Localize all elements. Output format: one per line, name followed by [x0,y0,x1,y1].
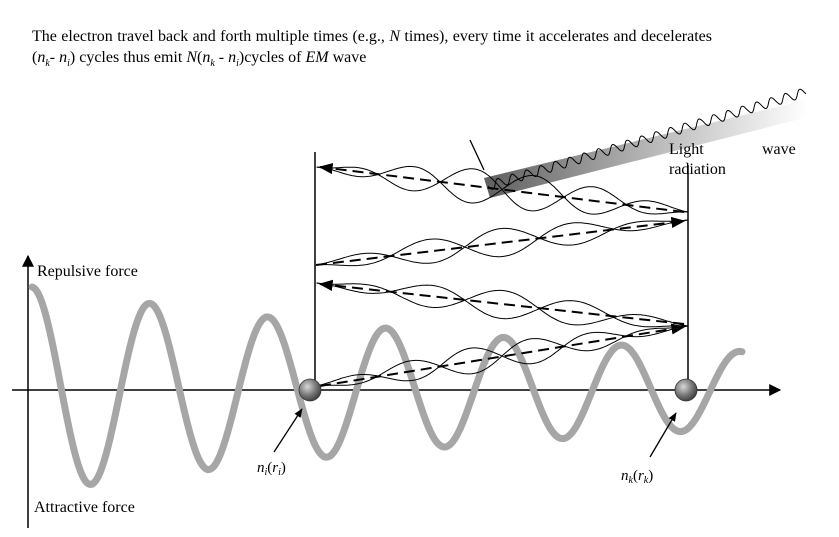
point-label-left: ni(ri) [257,460,286,478]
repulsive-force-label: Repulsive force [37,263,138,280]
thin-wave-3-lower [315,219,688,266]
beam-pointer-line [469,139,485,171]
dashed-path-1 [319,323,686,387]
radiation-label: radiation [669,161,726,178]
wave-label: wave [762,141,796,158]
dashed-path-3 [315,216,686,266]
attractive-force-label: Attractive force [34,499,135,516]
beam-wave [487,88,807,190]
point-label-right: nk(rk) [621,468,653,486]
electron-right [674,378,698,402]
dashed-path-group [315,162,686,387]
thin-wave-2-lower [316,282,689,328]
potential-wave [28,283,746,488]
dashed-path-4 [318,162,685,213]
thin-wave-2-upper [316,282,689,327]
pointer-arrow-left [273,408,303,453]
light-beam [484,100,808,198]
thin-wave-3-upper [315,219,688,267]
pointer-arrow-right [649,412,677,458]
electron-left [298,378,322,402]
caption-text: The electron travel back and forth multi… [32,28,712,70]
dashed-path-2 [318,279,685,325]
light-label: Light [669,141,704,158]
